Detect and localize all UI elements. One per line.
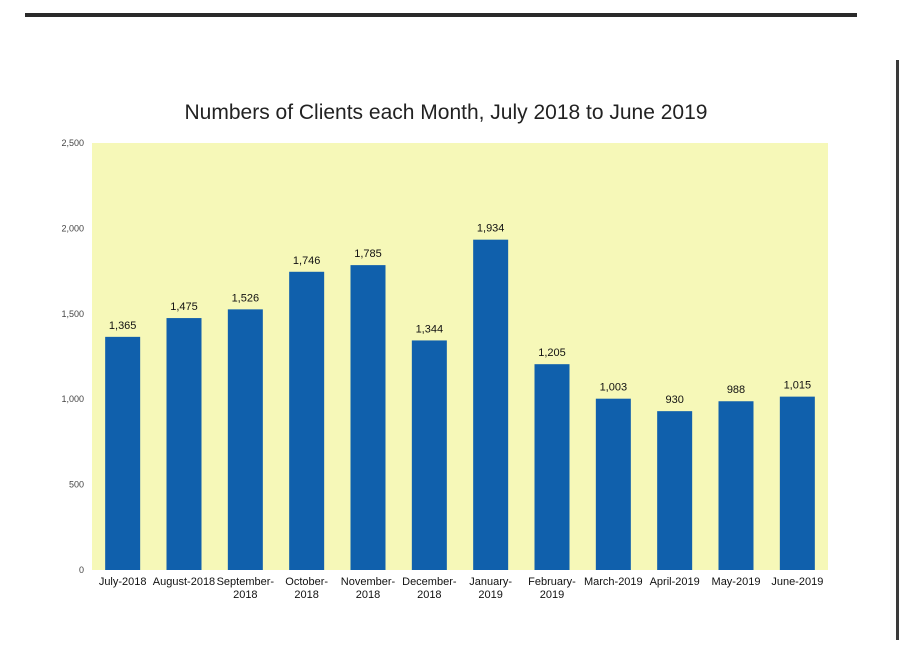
data-label: 1,746 [293, 255, 321, 267]
data-labels: 1,365 1,475 1,526 1,746 1,785 1,344 1,934 1,205… [109, 223, 811, 406]
x-tick-label: April-2019 [650, 576, 700, 588]
bar [289, 271, 325, 570]
bar [105, 336, 141, 570]
y-tick-label: 2,000 [61, 223, 84, 233]
bar [227, 309, 263, 570]
data-label: 1,526 [232, 292, 260, 304]
bar [166, 318, 202, 570]
x-tick-label: November-2018 [341, 576, 396, 601]
scan-border-top [25, 13, 857, 17]
y-tick-label: 0 [79, 565, 84, 575]
x-tick-label: January-2019 [469, 576, 512, 601]
bar [411, 340, 447, 570]
y-tick-label: 500 [69, 480, 84, 490]
data-label: 1,015 [784, 380, 812, 392]
data-label: 1,785 [354, 248, 382, 260]
bars [105, 239, 815, 571]
data-label: 1,205 [538, 347, 566, 359]
bar [657, 411, 693, 570]
x-tick-label: August-2018 [153, 576, 215, 588]
bar [350, 265, 386, 570]
x-tick-label: February-2019 [528, 576, 576, 601]
data-label: 1,003 [600, 382, 628, 394]
y-tick-label: 1,500 [61, 309, 84, 319]
x-tick-label: June-2019 [771, 576, 823, 588]
bar [534, 364, 570, 570]
bar [595, 398, 631, 570]
data-label: 1,344 [416, 323, 444, 335]
bar [779, 396, 815, 570]
chart-title: Numbers of Clients each Month, July 2018… [184, 101, 708, 124]
data-label: 1,934 [477, 223, 505, 235]
scan-border-right [896, 60, 899, 640]
y-tick-label: 2,500 [61, 138, 84, 148]
x-tick-label: March-2019 [584, 576, 643, 588]
x-tick-label: July-2018 [99, 576, 147, 588]
y-axis: 0 500 1,000 1,500 2,000 2,500 [61, 138, 84, 575]
y-tick-label: 1,000 [61, 394, 84, 404]
bar [718, 401, 754, 570]
plot-background [92, 143, 828, 570]
x-tick-label: May-2019 [712, 576, 761, 588]
x-axis: July-2018 August-2018 September-2018 Octobe… [99, 576, 824, 601]
x-tick-label: December-2018 [402, 576, 457, 601]
x-tick-label: September-2018 [217, 576, 275, 601]
data-label: 930 [665, 394, 683, 406]
x-tick-label: October-2018 [285, 576, 328, 601]
data-label: 988 [727, 384, 745, 396]
bar [473, 239, 509, 571]
data-label: 1,475 [170, 301, 198, 313]
data-label: 1,365 [109, 320, 137, 332]
